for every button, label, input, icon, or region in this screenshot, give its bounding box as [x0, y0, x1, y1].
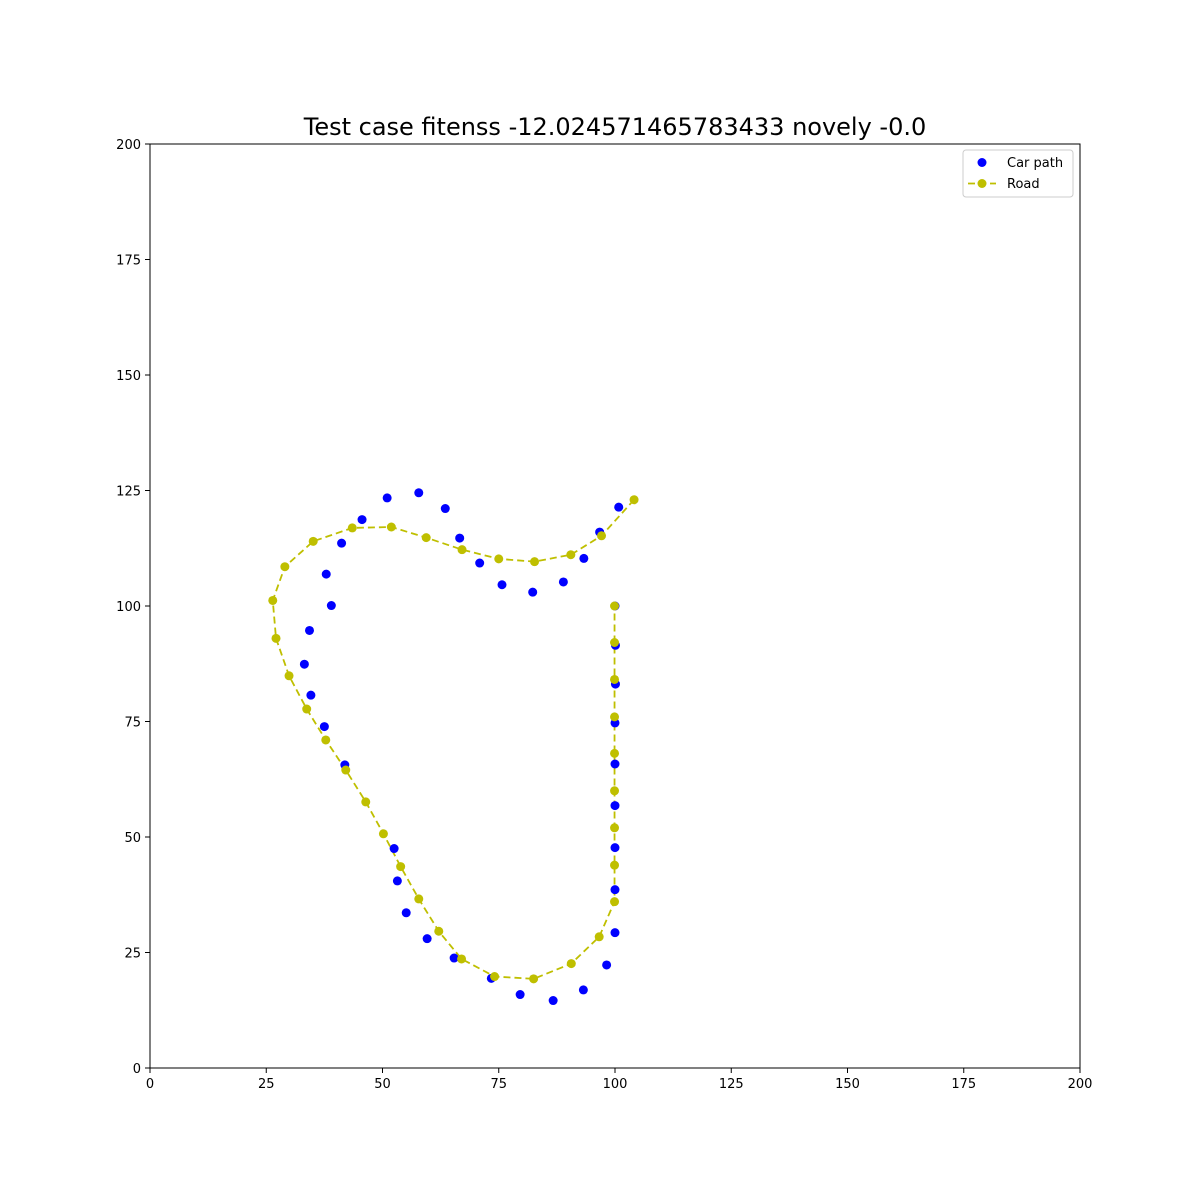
road-point [271, 633, 281, 643]
x-tick-label: 75 [490, 1077, 507, 1092]
car-path-point [578, 985, 588, 995]
car-path-point [321, 569, 331, 579]
car-path-point [579, 553, 589, 563]
y-tick-label: 175 [116, 254, 141, 269]
legend-car-label: Car path [1007, 156, 1063, 171]
car-path-point [610, 928, 620, 938]
x-tick-label: 125 [719, 1077, 744, 1092]
legend-road-label: Road [1007, 177, 1040, 192]
x-tick-label: 25 [258, 1077, 275, 1092]
y-tick-label: 75 [124, 716, 141, 731]
road-point [610, 712, 620, 722]
road-point [629, 495, 639, 505]
axes: 0 25 50 75 100 125 150 175 200 0 25 50 75 100 125 150 17… [116, 138, 1092, 1092]
x-tick-label: 0 [146, 1077, 154, 1092]
car-path-point [528, 587, 538, 597]
y-tick-label: 150 [116, 369, 141, 384]
car-path-point [414, 488, 424, 498]
road-point [490, 972, 500, 982]
road-point [610, 637, 620, 647]
y-tick-label: 125 [116, 485, 141, 500]
car-path-point [392, 876, 402, 886]
x-tick-label: 150 [835, 1077, 860, 1092]
road-point [610, 674, 620, 684]
road-point [610, 786, 620, 796]
legend-road-marker [977, 179, 987, 188]
road-point [386, 522, 396, 532]
car-path-point [475, 558, 485, 568]
car-path-point [337, 538, 347, 548]
road-point [414, 894, 424, 904]
road-point [610, 748, 620, 758]
road-point [566, 959, 576, 969]
road-point [434, 926, 444, 936]
chart-title: Test case fitenss -12.024571465783433 no… [303, 113, 927, 141]
car-path-point [455, 533, 465, 543]
road-point [321, 735, 331, 745]
car-path-point [610, 801, 620, 811]
road-point [361, 797, 371, 807]
y-tick-label: 25 [124, 947, 141, 962]
road-point [347, 523, 357, 533]
legend: Car path Road [962, 149, 1074, 198]
road-point [341, 765, 351, 775]
road-point [280, 562, 290, 572]
road-point [457, 545, 467, 555]
road-point [610, 601, 620, 611]
car-path-point [299, 659, 309, 669]
car-path-point [319, 722, 329, 732]
road-point [610, 860, 620, 870]
car-path-point [610, 885, 620, 895]
car-path-point [497, 580, 507, 590]
road-point [610, 823, 620, 833]
road-point [268, 595, 278, 605]
car-path-point [515, 990, 525, 1000]
road-point [396, 862, 406, 872]
car-path-point [440, 504, 450, 514]
road-point [530, 557, 540, 567]
road-point [494, 554, 504, 564]
car-path-point [610, 759, 620, 769]
road-point [529, 974, 539, 984]
road-point [457, 954, 467, 964]
road-point [284, 671, 294, 681]
car-path-point [449, 953, 459, 963]
car-path-point [614, 502, 624, 512]
car-path-point [326, 601, 336, 611]
car-path-point [602, 960, 612, 970]
plot-area [268, 488, 639, 1006]
road-point [566, 550, 576, 560]
road-point [378, 829, 388, 839]
car-path-point [306, 690, 316, 700]
car-path-point [382, 493, 392, 503]
car-path-point [401, 908, 411, 918]
car-path-point [422, 934, 432, 944]
car-path-point [610, 843, 620, 853]
y-tick-label: 200 [116, 138, 141, 153]
road-line [271, 499, 635, 980]
x-tick-label: 100 [603, 1077, 628, 1092]
car-path-point [558, 577, 568, 587]
road-point [610, 897, 620, 907]
road-point [308, 536, 318, 546]
legend-box [962, 149, 1074, 198]
legend-car-marker [977, 158, 987, 167]
x-tick-label: 200 [1068, 1077, 1093, 1092]
road-point [421, 533, 431, 543]
car-path-point [389, 844, 399, 854]
x-tick-label: 175 [951, 1077, 976, 1092]
car-path-point [548, 996, 558, 1006]
y-tick-label: 100 [116, 600, 141, 615]
road-point [302, 704, 312, 714]
road-point [597, 531, 607, 541]
road-point [594, 932, 604, 942]
y-tick-label: 50 [124, 831, 141, 846]
x-tick-label: 50 [374, 1077, 391, 1092]
y-tick-label: 0 [133, 1062, 141, 1077]
car-path-point [357, 515, 367, 525]
car-path-point [304, 625, 314, 635]
